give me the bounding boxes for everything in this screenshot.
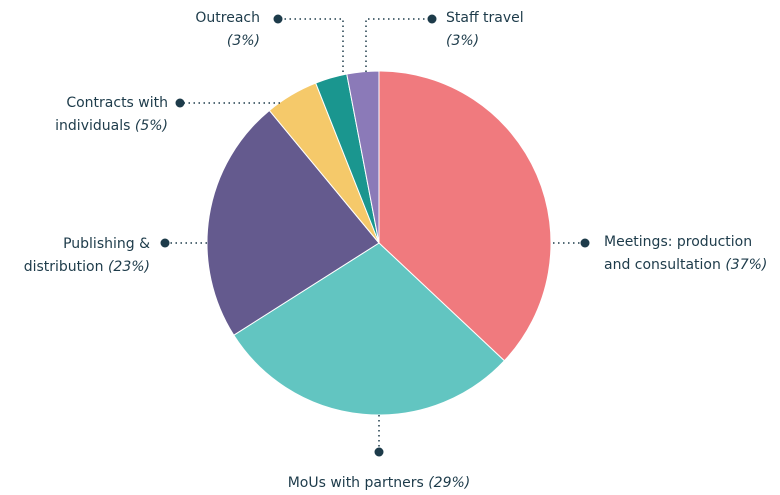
percent-label: (29%): [428, 475, 471, 491]
category-name: Publishing & distribution: [23, 236, 150, 275]
slice-label: Meetings: production and consultation (3…: [604, 231, 780, 277]
percent-label: (37%): [725, 257, 768, 273]
category-name: Contracts with individuals: [55, 95, 168, 134]
pie-slice: [378, 70, 552, 362]
leader-dot: [427, 14, 437, 24]
pie-slice: [233, 242, 506, 416]
leader-dot: [374, 447, 384, 457]
slice-label: Outreach (3%): [180, 7, 260, 53]
category-name: Staff travel: [446, 10, 524, 26]
slice-label: Publishing & distribution (23%): [0, 233, 150, 279]
percent-label: (3%): [226, 33, 260, 49]
category-name: Outreach: [195, 10, 260, 26]
slice-label: MoUs with partners (29%): [229, 472, 529, 495]
slice-label: Contracts with individuals (5%): [18, 92, 168, 138]
slice-label: Staff travel (3%): [446, 7, 546, 53]
percent-label: (5%): [134, 118, 168, 134]
percent-label: (3%): [446, 33, 480, 49]
pie-slice: [206, 109, 380, 336]
leader-line: [278, 18, 344, 72]
percent-label: (23%): [107, 259, 150, 275]
pie-slice: [346, 70, 380, 244]
leader-line: [365, 18, 432, 72]
category-name: Meetings: production and consultation: [604, 234, 753, 273]
category-name: MoUs with partners: [287, 475, 424, 491]
leader-dot: [273, 14, 283, 24]
leader-dot: [580, 238, 590, 248]
leader-dot: [175, 98, 185, 108]
leader-dot: [160, 238, 170, 248]
